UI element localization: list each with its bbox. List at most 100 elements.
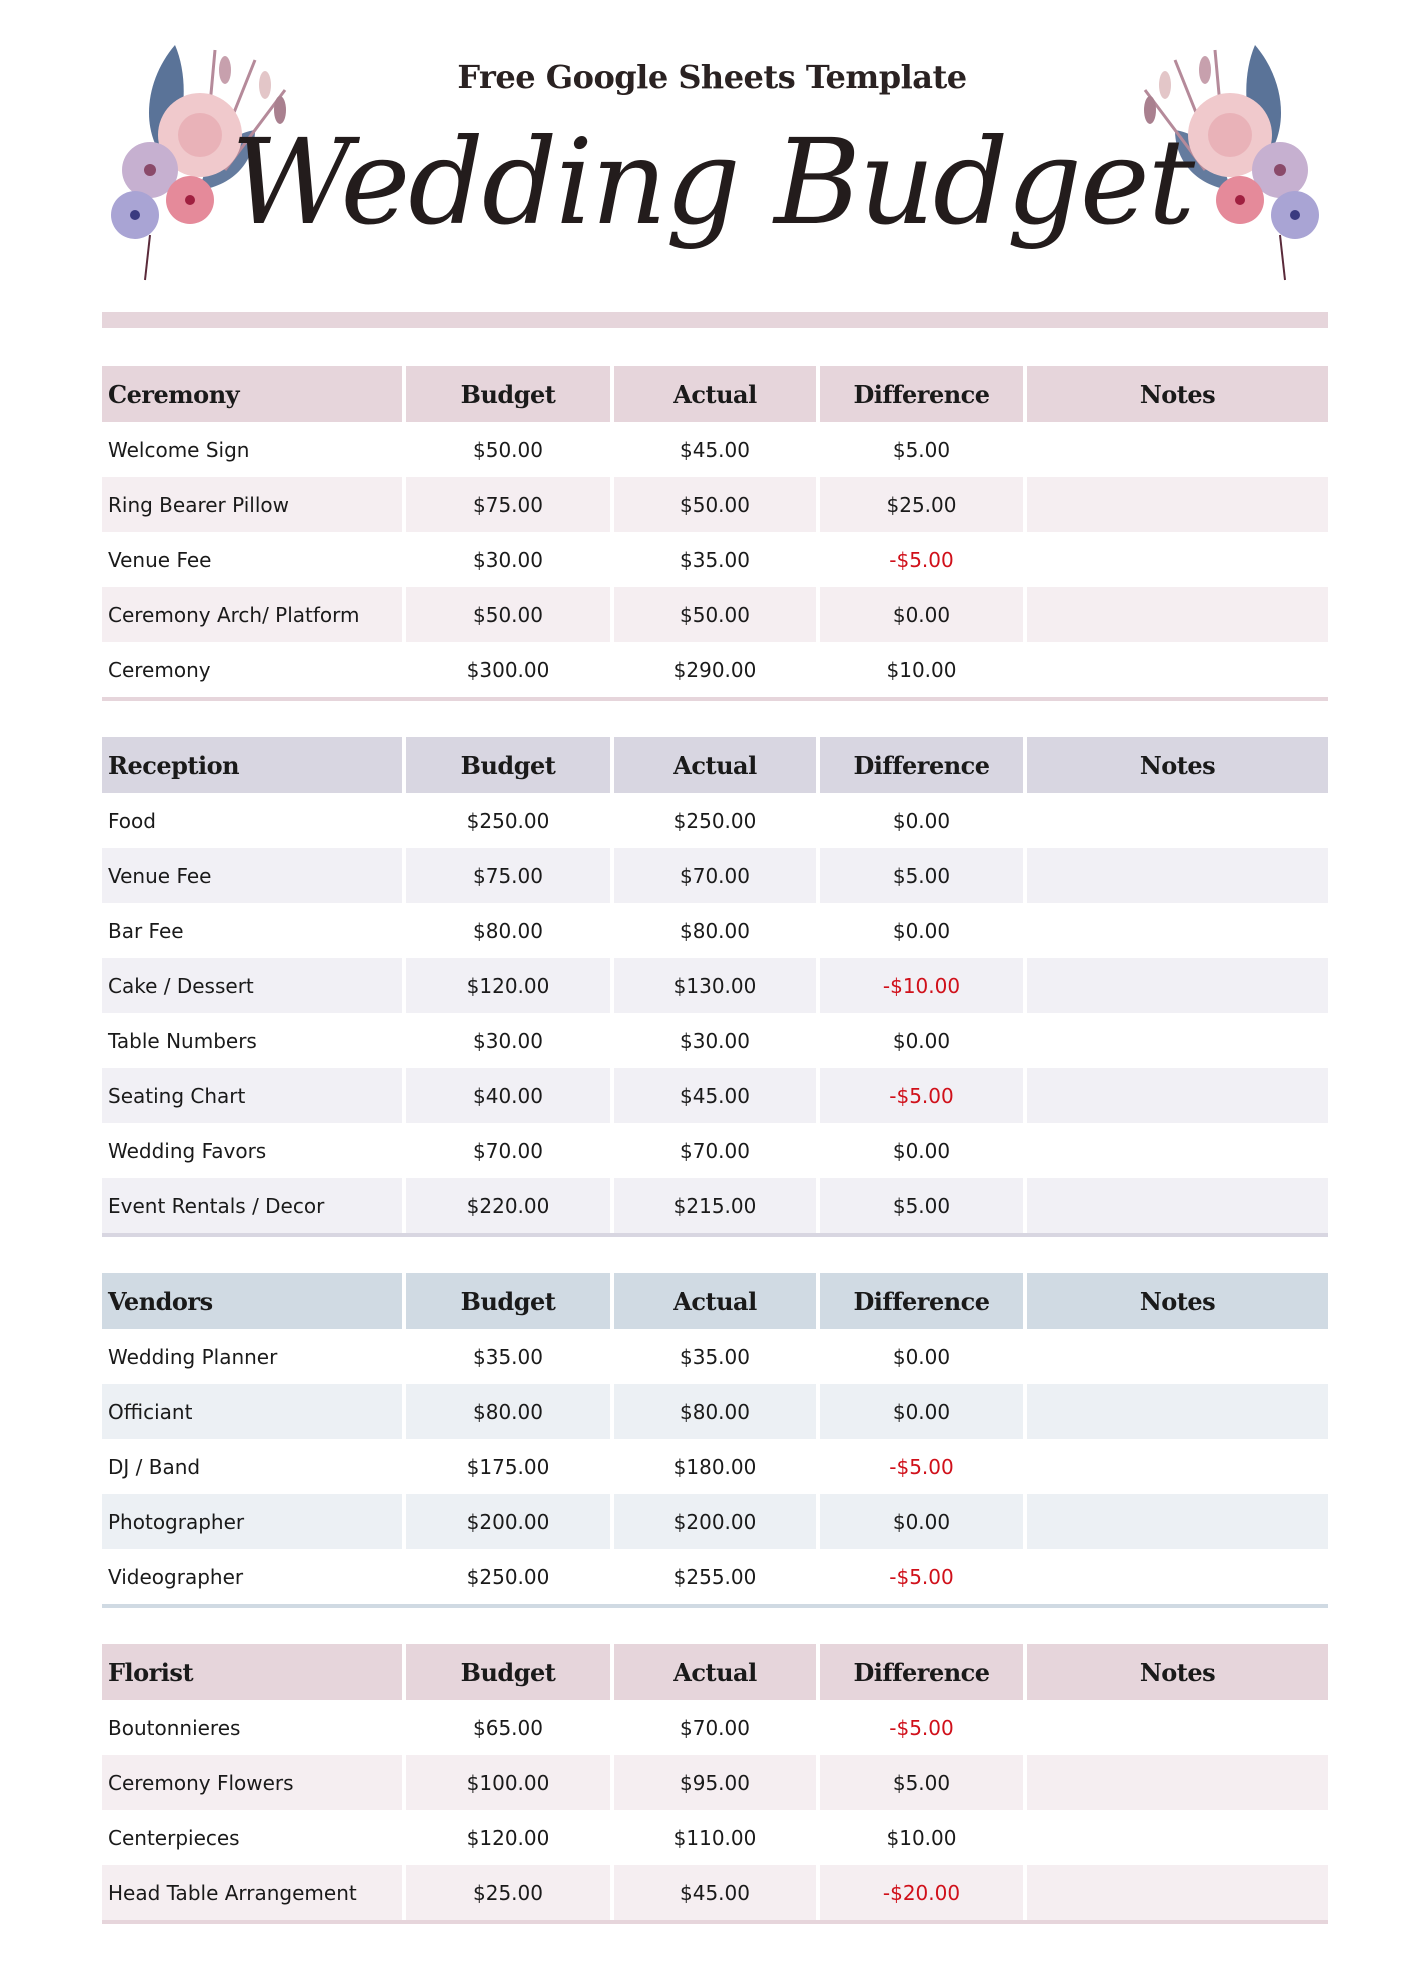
notes-cell[interactable] (1027, 587, 1328, 642)
budget-cell[interactable]: $100.00 (406, 1755, 610, 1810)
item-cell[interactable]: Venue Fee (108, 547, 212, 572)
notes-cell[interactable] (1027, 1178, 1328, 1233)
notes-cell[interactable] (1027, 1329, 1328, 1384)
difference-cell[interactable]: $10.00 (886, 1825, 957, 1850)
notes-cell[interactable] (1027, 1384, 1328, 1439)
difference-cell[interactable]: $5.00 (892, 437, 951, 462)
budget-cell[interactable]: $250.00 (466, 1564, 550, 1589)
budget-cell[interactable]: $175.00 (466, 1454, 550, 1479)
actual-cell[interactable]: $45.00 (680, 437, 750, 462)
budget-cell[interactable]: $75.00 (406, 848, 610, 903)
actual-cell[interactable]: $255.00 (673, 1564, 757, 1589)
notes-cell[interactable] (1027, 1700, 1328, 1755)
difference-cell[interactable]: $0.00 (820, 1384, 1023, 1439)
item-cell[interactable]: DJ / Band (108, 1454, 201, 1479)
item-cell[interactable]: Table Numbers (108, 1028, 257, 1053)
budget-cell[interactable]: $65.00 (473, 1715, 543, 1740)
budget-cell[interactable]: $70.00 (473, 1138, 543, 1163)
difference-cell[interactable]: -$5.00 (889, 547, 954, 572)
difference-cell[interactable]: $0.00 (820, 1494, 1023, 1549)
difference-cell[interactable]: $10.00 (886, 657, 957, 682)
difference-cell[interactable]: $0.00 (892, 808, 951, 833)
notes-cell[interactable] (1027, 1755, 1328, 1810)
difference-cell[interactable]: -$20.00 (820, 1865, 1023, 1920)
difference-cell[interactable]: -$5.00 (889, 1715, 954, 1740)
notes-cell[interactable] (1027, 1439, 1328, 1494)
budget-cell[interactable]: $50.00 (473, 437, 543, 462)
difference-cell[interactable]: $0.00 (892, 1344, 951, 1369)
actual-cell[interactable]: $70.00 (680, 1715, 750, 1740)
item-cell[interactable]: Centerpieces (108, 1825, 240, 1850)
budget-cell[interactable]: $250.00 (466, 808, 550, 833)
budget-cell[interactable]: $50.00 (406, 587, 610, 642)
budget-cell[interactable]: $220.00 (406, 1178, 610, 1233)
actual-cell[interactable]: $180.00 (673, 1454, 757, 1479)
item-cell[interactable]: Ceremony Arch/ Platform (102, 587, 402, 642)
actual-cell[interactable]: $250.00 (673, 808, 757, 833)
actual-cell[interactable]: $35.00 (680, 547, 750, 572)
budget-cell[interactable]: $40.00 (406, 1068, 610, 1123)
budget-cell[interactable]: $35.00 (473, 1344, 543, 1369)
item-cell[interactable]: Videographer (108, 1564, 244, 1589)
item-cell[interactable]: Officiant (102, 1384, 402, 1439)
difference-cell[interactable]: -$5.00 (820, 1068, 1023, 1123)
item-cell[interactable]: Photographer (102, 1494, 402, 1549)
item-cell[interactable]: Venue Fee (102, 848, 402, 903)
item-cell[interactable]: Wedding Planner (108, 1344, 278, 1369)
actual-cell[interactable]: $110.00 (673, 1825, 757, 1850)
budget-cell[interactable]: $80.00 (473, 918, 543, 943)
difference-cell[interactable]: $5.00 (820, 848, 1023, 903)
difference-cell[interactable]: $5.00 (820, 1755, 1023, 1810)
difference-cell[interactable]: -$5.00 (889, 1564, 954, 1589)
actual-cell[interactable]: $70.00 (680, 1138, 750, 1163)
actual-cell[interactable]: $80.00 (680, 918, 750, 943)
notes-cell[interactable] (1027, 1549, 1328, 1604)
item-cell[interactable]: Food (108, 808, 156, 833)
difference-cell[interactable]: -$10.00 (820, 958, 1023, 1013)
difference-cell[interactable]: $5.00 (820, 1178, 1023, 1233)
notes-cell[interactable] (1027, 1865, 1328, 1920)
notes-cell[interactable] (1027, 848, 1328, 903)
budget-cell[interactable]: $200.00 (406, 1494, 610, 1549)
item-cell[interactable]: Seating Chart (102, 1068, 402, 1123)
actual-cell[interactable]: $50.00 (614, 587, 816, 642)
difference-cell[interactable]: -$5.00 (889, 1454, 954, 1479)
actual-cell[interactable]: $290.00 (673, 657, 757, 682)
notes-cell[interactable] (1027, 422, 1328, 477)
item-cell[interactable]: Welcome Sign (108, 437, 250, 462)
budget-cell[interactable]: $300.00 (466, 657, 550, 682)
item-cell[interactable]: Ceremony Flowers (102, 1755, 402, 1810)
budget-cell[interactable]: $30.00 (473, 547, 543, 572)
item-cell[interactable]: Head Table Arrangement (102, 1865, 402, 1920)
actual-cell[interactable]: $70.00 (614, 848, 816, 903)
notes-cell[interactable] (1027, 477, 1328, 532)
difference-cell[interactable]: $0.00 (820, 587, 1023, 642)
item-cell[interactable]: Ceremony (108, 657, 211, 682)
notes-cell[interactable] (1027, 1013, 1328, 1068)
notes-cell[interactable] (1027, 1123, 1328, 1178)
notes-cell[interactable] (1027, 642, 1328, 697)
budget-cell[interactable]: $25.00 (406, 1865, 610, 1920)
actual-cell[interactable]: $30.00 (680, 1028, 750, 1053)
item-cell[interactable]: Ring Bearer Pillow (102, 477, 402, 532)
actual-cell[interactable]: $130.00 (614, 958, 816, 1013)
actual-cell[interactable]: $215.00 (614, 1178, 816, 1233)
actual-cell[interactable]: $80.00 (614, 1384, 816, 1439)
actual-cell[interactable]: $50.00 (614, 477, 816, 532)
difference-cell[interactable]: $0.00 (892, 918, 951, 943)
budget-cell[interactable]: $30.00 (473, 1028, 543, 1053)
difference-cell[interactable]: $0.00 (892, 1028, 951, 1053)
notes-cell[interactable] (1027, 958, 1328, 1013)
item-cell[interactable]: Wedding Favors (108, 1138, 267, 1163)
budget-cell[interactable]: $75.00 (406, 477, 610, 532)
notes-cell[interactable] (1027, 903, 1328, 958)
actual-cell[interactable]: $45.00 (614, 1865, 816, 1920)
notes-cell[interactable] (1027, 1810, 1328, 1865)
actual-cell[interactable]: $35.00 (680, 1344, 750, 1369)
item-cell[interactable]: Event Rentals / Decor (102, 1178, 402, 1233)
budget-cell[interactable]: $120.00 (466, 1825, 550, 1850)
notes-cell[interactable] (1027, 532, 1328, 587)
item-cell[interactable]: Boutonnieres (108, 1715, 241, 1740)
difference-cell[interactable]: $0.00 (892, 1138, 951, 1163)
budget-cell[interactable]: $120.00 (406, 958, 610, 1013)
